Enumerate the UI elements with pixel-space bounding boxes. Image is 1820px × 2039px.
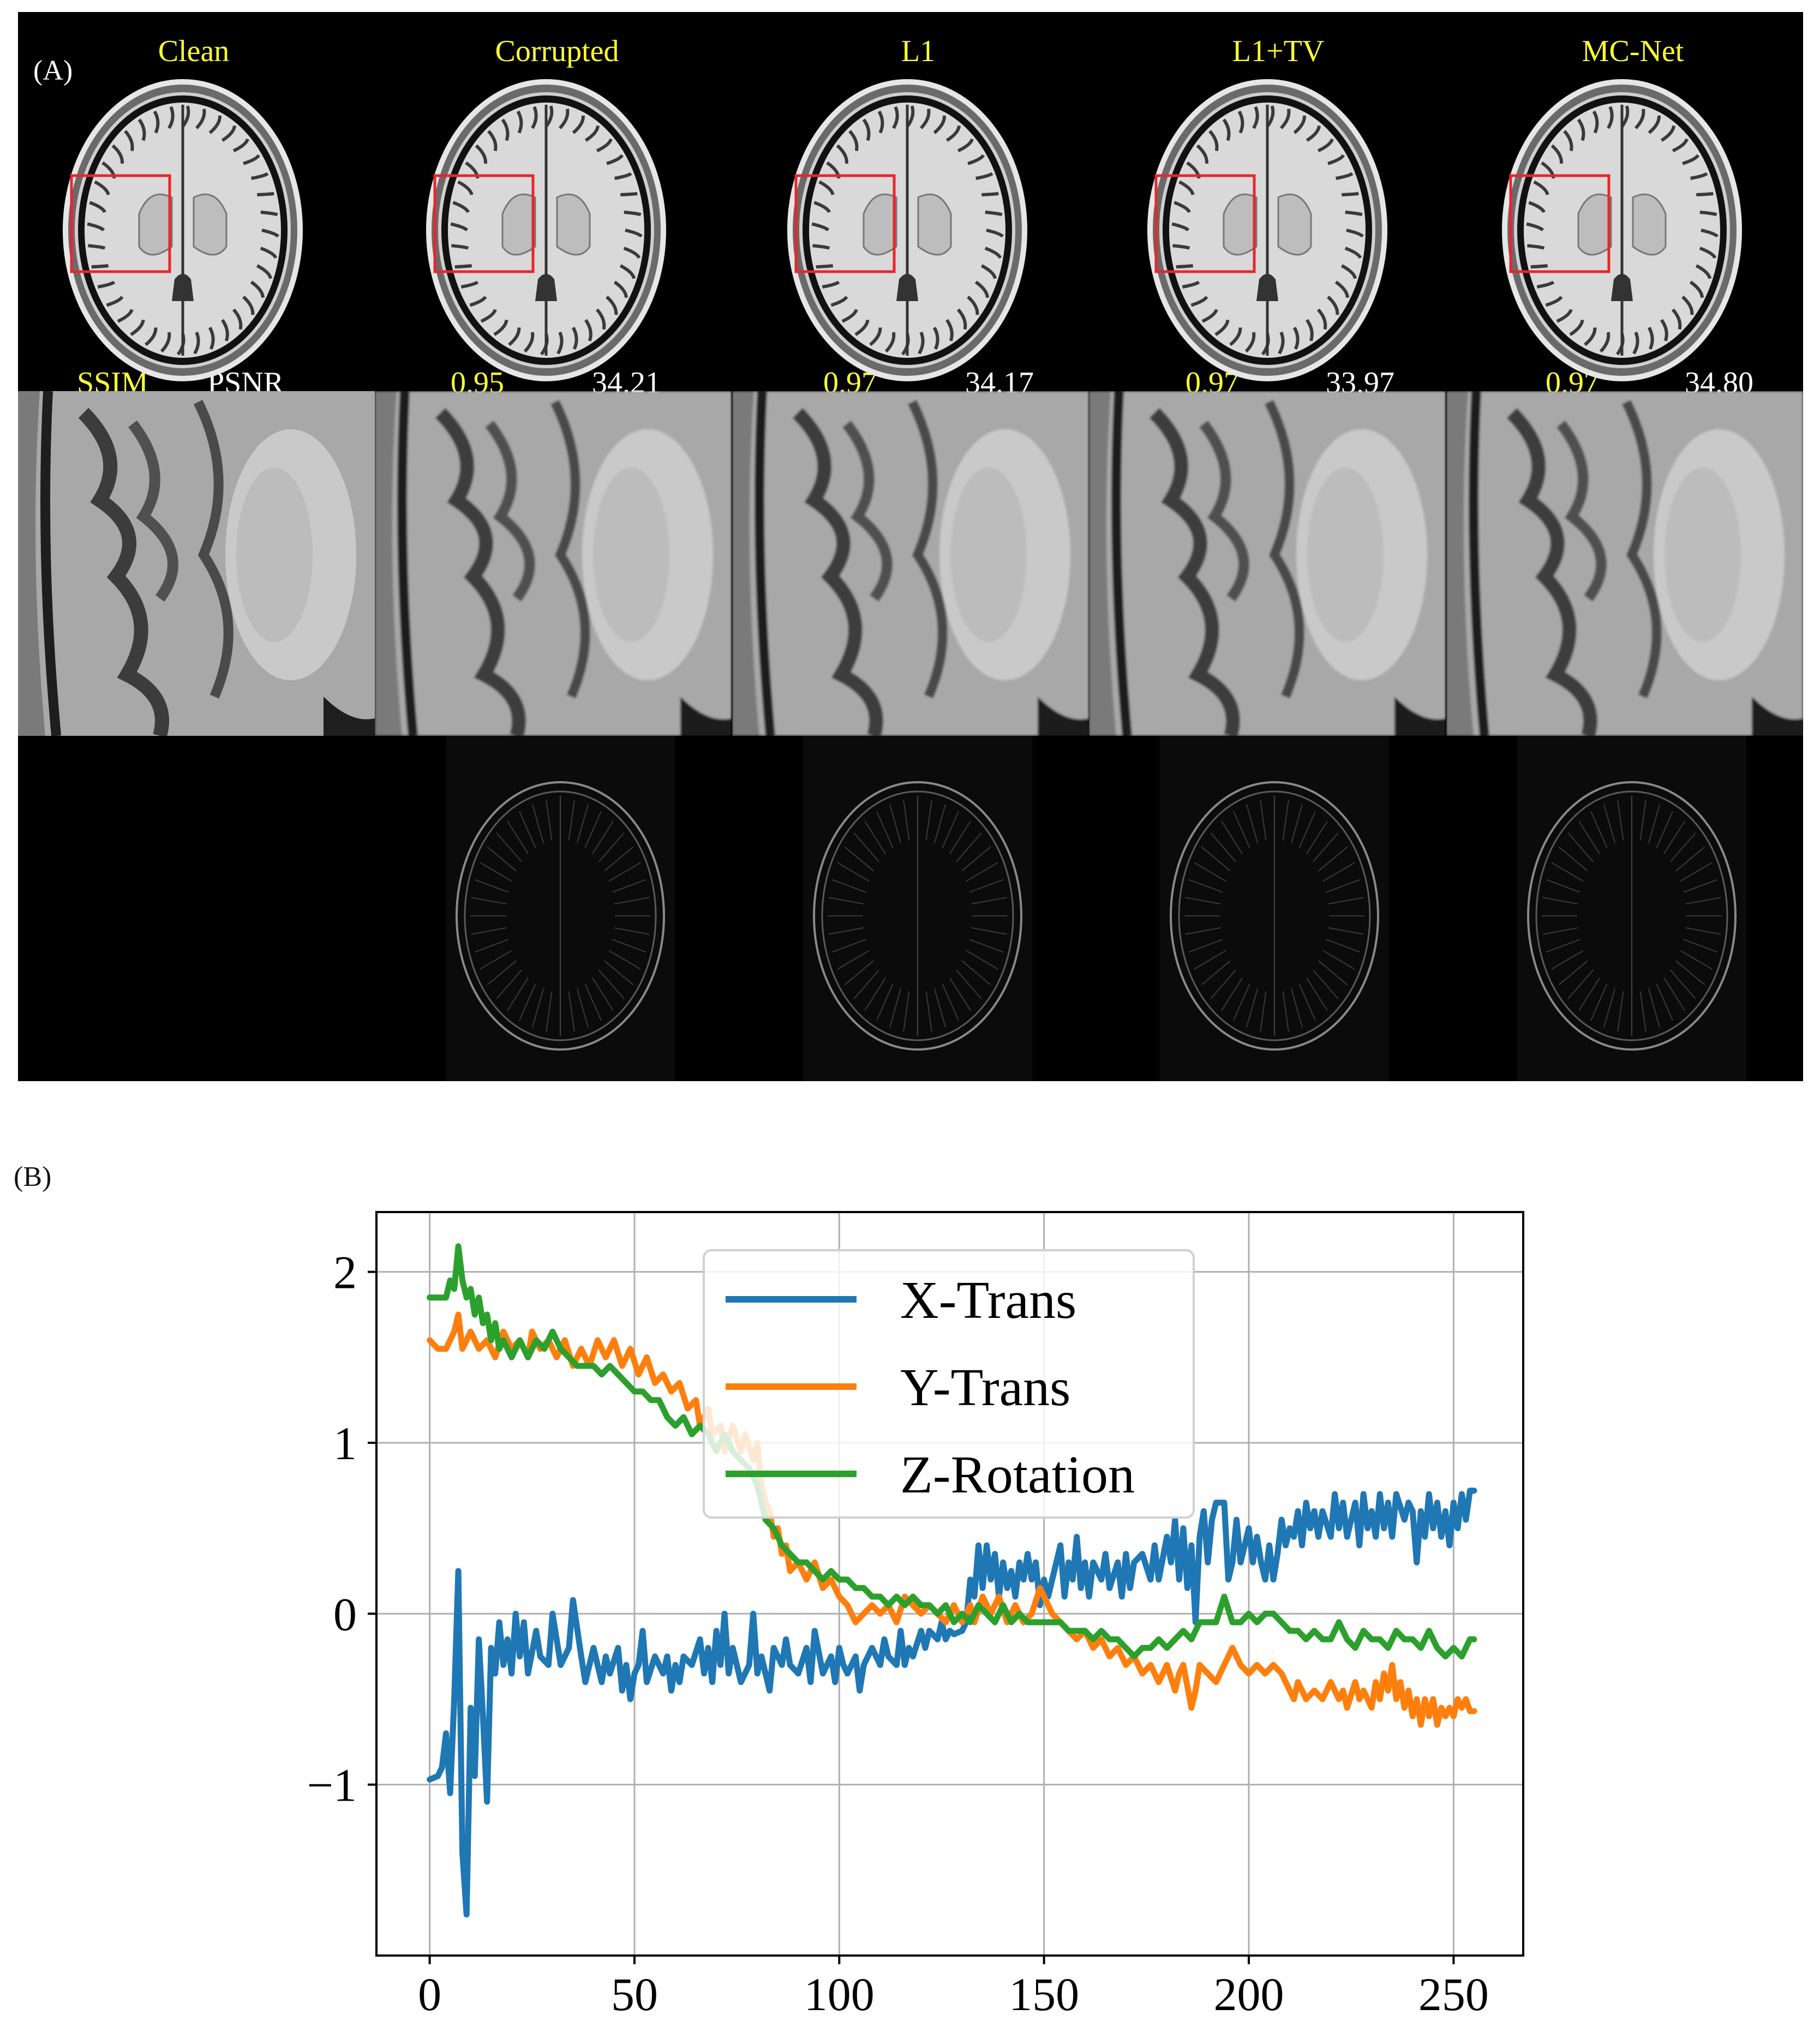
chart-ticks: 0 50 100 150 200 250 −1 0 1 2	[307, 1246, 1488, 2020]
column-title: Corrupted	[495, 34, 619, 68]
zoomed-roi-image	[18, 391, 375, 736]
brain-slice-image	[1147, 79, 1387, 381]
panel-b-label: (B)	[14, 1161, 52, 1192]
brain-slice-image	[1502, 79, 1742, 381]
error-map-image	[1446, 736, 1803, 1081]
zoomed-roi-image	[1446, 391, 1803, 736]
zoomed-roi-image	[375, 391, 732, 736]
brain-slice-image	[787, 79, 1027, 381]
x-tick-label: 50	[611, 1968, 658, 2020]
brain-slice-image	[63, 79, 303, 381]
error-map-image	[1089, 736, 1446, 1081]
panel-a-image-grid: Clean SSIM PSNR Corrupted 0.95 34.21 L1 0.97 34.…	[18, 12, 1803, 1081]
column-title: L1	[901, 34, 936, 68]
error-map-image	[732, 736, 1089, 1081]
chart-legend: X-Trans Y-Trans Z-Rotation	[703, 1249, 1195, 1519]
legend-label: Z-Rotation	[900, 1446, 1135, 1504]
chart-frame	[375, 1211, 1524, 1957]
zoomed-roi-image	[732, 391, 1089, 736]
y-tick-label: 2	[333, 1246, 357, 1299]
legend-label: X-Trans	[900, 1271, 1076, 1330]
error-map-image	[375, 736, 732, 1081]
y-tick-label: −1	[307, 1759, 357, 1812]
x-tick-label: 250	[1418, 1968, 1489, 2020]
series-line-x-trans	[427, 1488, 1477, 1918]
chart-series	[427, 1243, 1477, 1918]
panel-a-label: (A)	[33, 55, 73, 86]
column-title: L1+TV	[1232, 34, 1325, 68]
x-tick-label: 200	[1214, 1968, 1284, 2020]
column-title: MC-Net	[1582, 34, 1684, 68]
x-tick-label: 100	[804, 1968, 875, 2020]
y-tick-label: 1	[333, 1417, 357, 1470]
column-title: Clean	[158, 34, 230, 68]
zoomed-roi-image	[1089, 391, 1446, 736]
series-line-z-rotation	[427, 1243, 1477, 1660]
motion-parameter-chart: 0 50 100 150 200 250 −1 0 1 2 X-Trans Y-Trans Z-Rot…	[307, 1211, 1524, 2020]
x-tick-label: 150	[1009, 1968, 1079, 2020]
y-tick-label: 0	[333, 1588, 357, 1640]
x-tick-label: 0	[418, 1968, 441, 2020]
error-map-image	[18, 736, 375, 1081]
legend-label: Y-Trans	[900, 1358, 1070, 1417]
legend-box	[703, 1249, 1195, 1519]
brain-slice-image	[426, 79, 666, 381]
